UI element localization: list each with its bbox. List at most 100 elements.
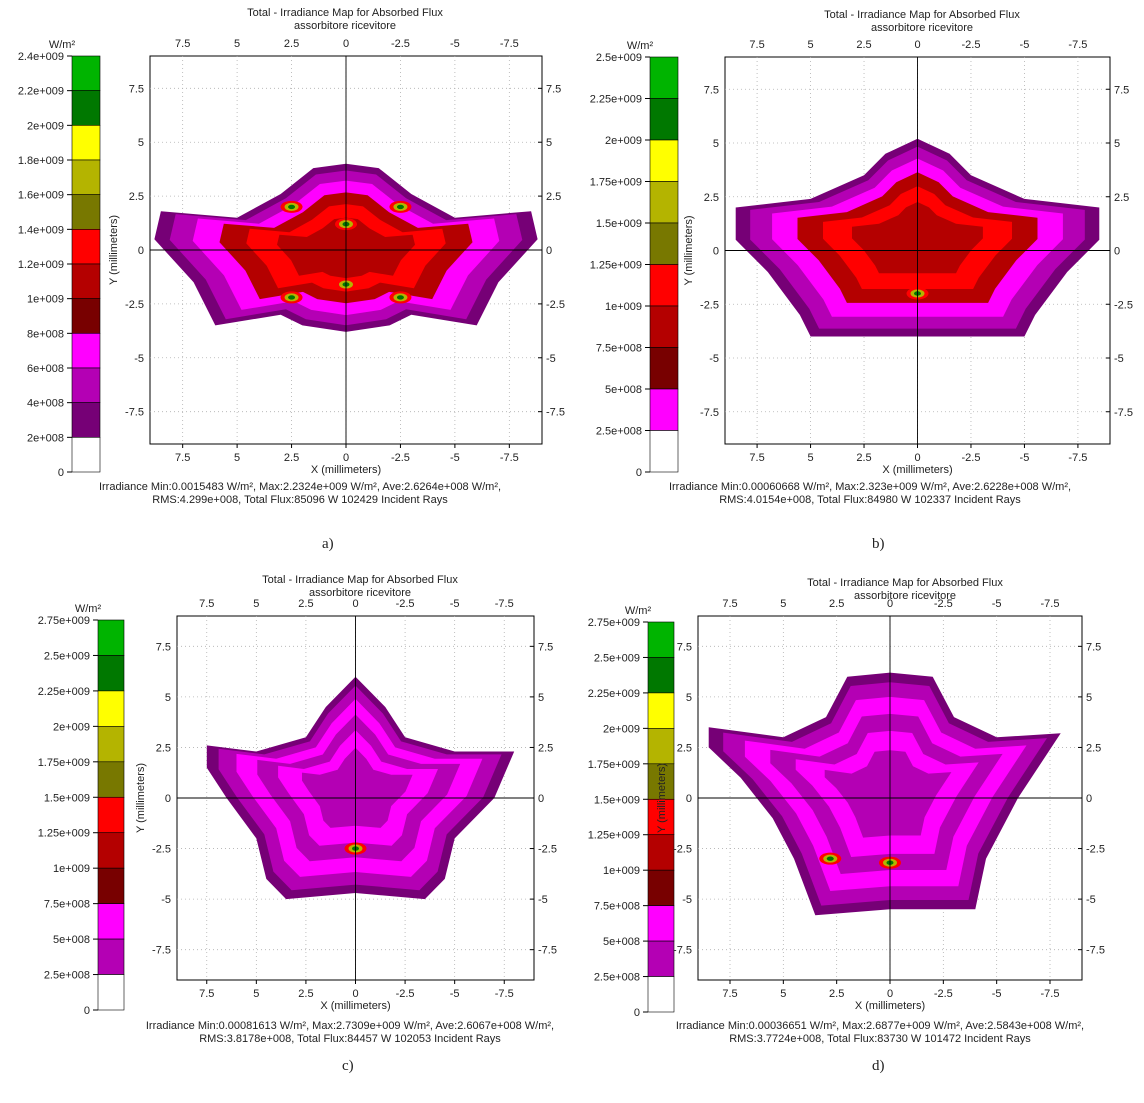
colorbar-tick-label: 2.25e+009	[38, 686, 90, 698]
x-tick-label-bottom: 7.5	[199, 988, 214, 1000]
x-tick-label-top: -2.5	[961, 39, 980, 51]
x-tick-label-top: -5	[450, 598, 460, 610]
chart-title-d: Total - Irradiance Map for Absorbed Flux	[807, 577, 1003, 589]
irradiance-panel-d: 2.75e+009 2.5e+009 2.25e+009 2e+009 1.75e+00…	[570, 568, 1130, 1103]
stats-line1-b: Irradiance Min:0.00060668 W/m², Max:2.32…	[668, 481, 1072, 493]
colorbar-tick-label: 1.75e+009	[590, 177, 642, 189]
colorbar-segment	[97, 832, 125, 869]
chart-subtitle-b: assorbitore ricevitore	[870, 22, 974, 34]
chart-title-a: Total - Irradiance Map for Absorbed Flux	[247, 7, 443, 19]
x-tick-label-top: 2.5	[856, 39, 871, 51]
y-tick-label-right: 0	[546, 245, 552, 257]
x-tick-label-top: -2.5	[391, 38, 410, 50]
hotspot-core	[826, 856, 834, 861]
colorbar-tick-label: 2.5e+009	[594, 652, 640, 664]
x-tick-label-top: 2.5	[829, 598, 844, 610]
colorbar-tick-label: 0	[58, 467, 64, 479]
colorbar-tick-label: 1.75e+009	[588, 759, 640, 771]
colorbar-segment	[649, 181, 679, 224]
x-tick-label-top: -5	[1020, 39, 1030, 51]
irradiance-map-c: 2.75e+009 2.5e+009 2.25e+009 2e+009 1.75e+00…	[38, 598, 557, 1017]
x-tick-label-bottom: -7.5	[1041, 988, 1060, 1000]
flux-contour-level-6	[302, 747, 413, 828]
y-tick-label-right: -7.5	[546, 407, 565, 419]
colorbar-segment	[647, 657, 675, 694]
y-tick-label-left: -2.5	[125, 299, 144, 311]
x-tick-label-top: 2.5	[284, 38, 299, 50]
x-tick-label-bottom: 5	[253, 988, 259, 1000]
colorbar-segment	[97, 690, 125, 727]
y-tick-label-right: -2.5	[546, 299, 565, 311]
colorbar-segment	[97, 619, 125, 656]
colorbar-segment	[647, 763, 675, 800]
stats-line1-c: Irradiance Min:0.00081613 W/m², Max:2.73…	[145, 1020, 555, 1032]
y-tick-label-left: 5	[165, 692, 171, 704]
irradiance-map-b: 2.5e+009 2.25e+009 2e+009 1.75e+009 1.5e+009…	[590, 39, 1133, 479]
colorbar-tick-label: 2.5e+009	[44, 650, 90, 662]
colorbar-tick-label: 2.5e+008	[596, 426, 642, 438]
colorbar-segment	[649, 98, 679, 141]
y-tick-label-left: -7.5	[700, 407, 719, 419]
x-tick-label-top: 7.5	[722, 598, 737, 610]
x-tick-label-bottom: 5	[234, 452, 240, 464]
colorbar-tick-label: 2.5e+008	[594, 972, 640, 984]
y-tick-label-right: -7.5	[1114, 407, 1133, 419]
y-tick-label-left: 7.5	[677, 641, 692, 653]
y-tick-label-right: -2.5	[1114, 299, 1133, 311]
irradiance-panel-a: 2.4e+009 2.2e+009 2e+009 1.8e+009 1.6e+009 1.…	[0, 0, 565, 552]
x-tick-label-top: 7.5	[175, 38, 190, 50]
colorbar-tick-label: 5e+008	[53, 934, 90, 946]
y-tick-label-right: 5	[538, 692, 544, 704]
y-tick-label-left: -5	[682, 894, 692, 906]
x-tick-label-bottom: 0	[343, 452, 349, 464]
x-tick-label-top: -2.5	[396, 598, 415, 610]
colorbar-segment	[97, 867, 125, 904]
colorbar-tick-label: 2.75e+009	[588, 617, 640, 629]
stats-line2-a: RMS:4.299e+008, Total Flux:85096 W 10242…	[152, 494, 448, 506]
x-tick-label-top: 5	[234, 38, 240, 50]
y-tick-label-right: -5	[538, 894, 548, 906]
flux-contour-level-6	[824, 750, 952, 838]
colorbar-segment	[649, 139, 679, 182]
x-tick-label-bottom: -5	[450, 452, 460, 464]
colorbar-segment	[71, 402, 101, 438]
colorbar-segment	[649, 264, 679, 307]
colorbar-segment	[649, 56, 679, 99]
colorbar-segment	[647, 798, 675, 836]
panel-label-d: d)	[872, 1058, 885, 1074]
colorbar-segment	[97, 903, 125, 940]
y-tick-label-right: -5	[1086, 894, 1096, 906]
y-tick-label-left: 2.5	[129, 191, 144, 203]
y-tick-label-right: 2.5	[1114, 192, 1129, 204]
x-tick-label-top: -5	[450, 38, 460, 50]
colorbar-tick-label: 1.6e+009	[18, 190, 64, 202]
panel-label-b: b)	[872, 536, 885, 552]
colorbar-segment	[649, 222, 679, 265]
y-tick-label-right: -7.5	[1086, 945, 1105, 957]
y-tick-label-left: 7.5	[156, 641, 171, 653]
colorbar-tick-label: 2.2e+009	[18, 86, 64, 98]
x-tick-label-bottom: 7.5	[722, 988, 737, 1000]
colorbar-segment	[97, 761, 125, 798]
y-tick-label-right: 7.5	[1114, 84, 1129, 96]
x-tick-label-top: 2.5	[298, 598, 313, 610]
x-tick-label-bottom: -2.5	[396, 988, 415, 1000]
colorbar-segment	[647, 728, 675, 765]
x-tick-label-bottom: 2.5	[284, 452, 299, 464]
y-tick-label-right: 2.5	[538, 742, 553, 754]
x-tick-label-bottom: -2.5	[934, 988, 953, 1000]
colorbar-tick-label: 0	[634, 1007, 640, 1019]
x-tick-label-bottom: 2.5	[298, 988, 313, 1000]
colorbar-segment	[97, 655, 125, 692]
colorbar-tick-label: 0	[636, 467, 642, 479]
colorbar-unit: W/m²	[49, 39, 76, 51]
x-tick-label-bottom: 7.5	[749, 452, 764, 464]
colorbar-tick-label: 1.5e+009	[596, 218, 642, 230]
y-tick-label-left: 5	[686, 692, 692, 704]
colorbar-tick-label: 1.25e+009	[38, 828, 90, 840]
colorbar-tick-label: 2.25e+009	[590, 94, 642, 106]
colorbar-segment	[647, 869, 675, 906]
colorbar-segment	[71, 333, 101, 369]
x-tick-label-top: 0	[887, 598, 893, 610]
hotspot-core	[288, 295, 296, 300]
